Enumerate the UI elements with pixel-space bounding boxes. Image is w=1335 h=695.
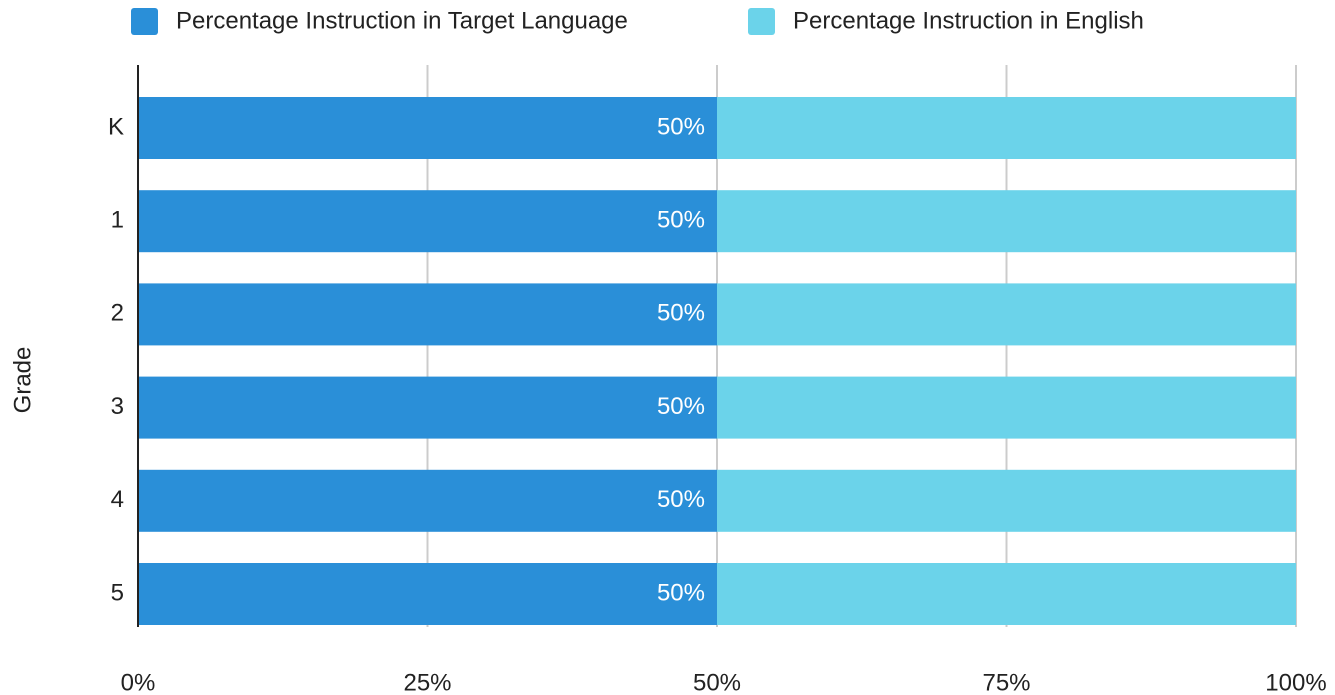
x-tick-label: 75% [982,669,1030,695]
bar-segment [138,376,717,439]
data-label: 50% [657,207,705,234]
y-tick-label: K [108,113,124,140]
x-tick-label: 25% [403,669,451,695]
legend-swatch [748,8,775,35]
bar-segment [717,283,1296,346]
x-tick-label: 100% [1265,669,1326,695]
legend-label: Percentage Instruction in Target Languag… [176,7,628,34]
y-axis-label: Grade [9,347,36,414]
bar-segment [138,469,717,532]
bar-segment [717,563,1296,625]
bar-segment [717,469,1296,532]
y-tick-label: 4 [111,486,124,513]
bar-segment [717,376,1296,439]
bar-segment [138,97,717,159]
data-label: 50% [657,113,705,140]
legend-label: Percentage Instruction in English [793,7,1144,34]
data-label: 50% [657,393,705,420]
bar-segment [717,97,1296,159]
data-label: 50% [657,486,705,513]
x-tick-label: 0% [121,669,156,695]
bar-segment [717,190,1296,253]
y-tick-label: 2 [111,300,124,327]
bar-segment [138,283,717,346]
data-label: 50% [657,579,705,606]
data-label: 50% [657,300,705,327]
bar-segment [138,190,717,253]
bar-segment [138,563,717,625]
y-tick-label: 1 [111,207,124,234]
x-tick-label: 50% [693,669,741,695]
y-tick-label: 5 [111,579,124,606]
legend-swatch [131,8,158,35]
y-tick-label: 3 [111,393,124,420]
